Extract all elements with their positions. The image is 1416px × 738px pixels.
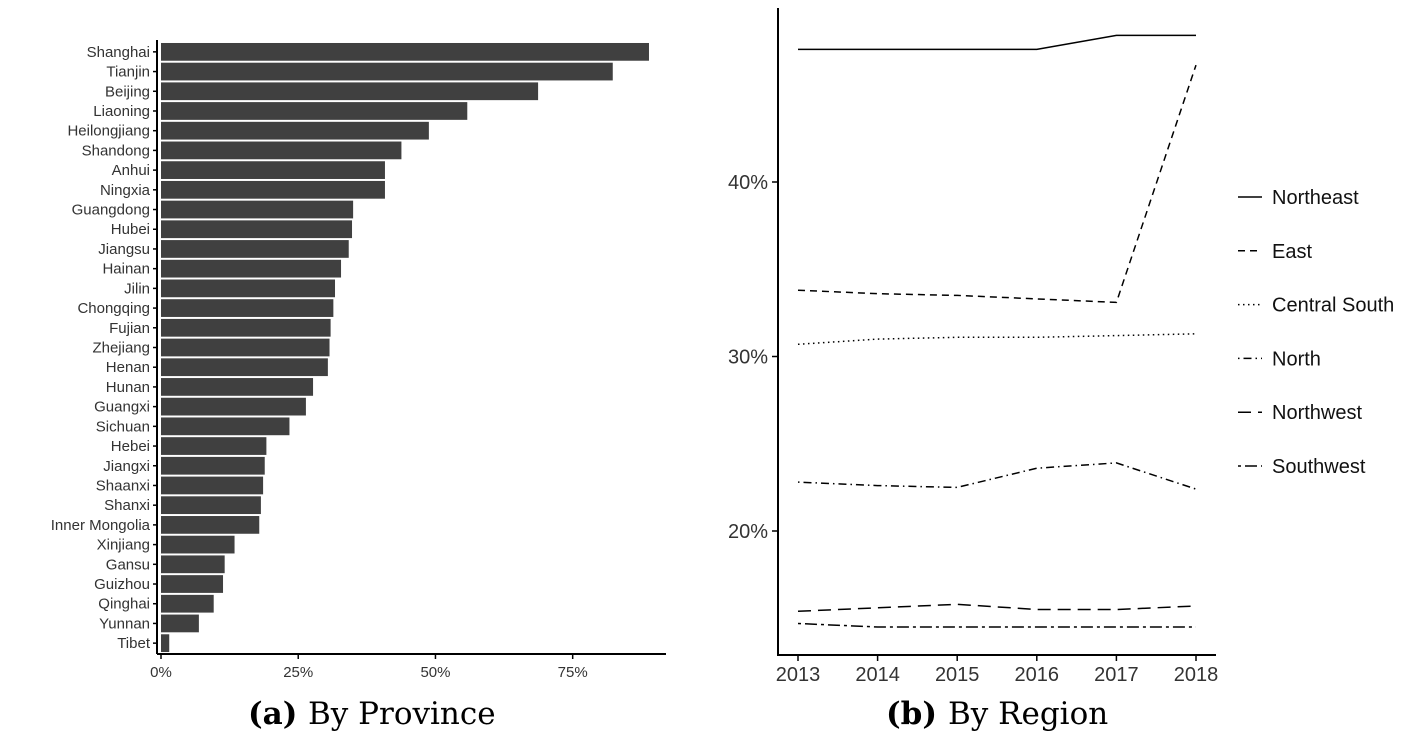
legend-label: Northwest [1272,402,1362,424]
y-tick-label: Beijing [105,83,150,100]
bar-anhui [161,161,385,179]
y-tick-label: Hubei [111,221,150,238]
y-tick-label: 40% [728,172,768,194]
bar-guangdong [161,200,354,219]
x-tick-label: 2016 [1015,664,1060,686]
series-line-east [797,64,1197,304]
y-tick-label: Ningxia [100,182,151,199]
bar-tibet [161,634,170,653]
bar-sichuan [161,417,290,436]
y-tick-label: Liaoning [93,103,150,120]
legend-label: North [1272,348,1321,370]
y-tick-label: Chongqing [77,300,150,317]
y-tick-label: Henan [106,359,150,376]
legend-label: Southwest [1272,456,1366,478]
bar-hunan [161,378,314,396]
bar-guizhou [161,575,224,593]
y-tick-label: Jiangxi [103,458,150,475]
y-tick-label: Tianjin [106,64,150,81]
bar-zhejiang [161,338,330,357]
y-tick-label: Gansu [106,556,150,573]
x-tick-label: 2013 [776,664,821,686]
bar-jilin [161,279,336,298]
y-tick-label: Fujian [109,320,150,337]
x-tick-label: 0% [150,664,172,681]
y-tick-label: Shanghai [87,44,150,61]
legend-label: Northeast [1272,187,1359,209]
caption-b-tag: (b) [886,696,937,732]
bar-shanxi [161,496,261,515]
y-tick-label: Hebei [111,438,150,455]
y-tick-label: 20% [728,521,768,543]
bar-shanghai [161,42,649,61]
y-tick-label: Guangxi [94,399,150,416]
series-line-northwest [797,603,1197,613]
region-line-chart: Northeast East Central South North Northwest… [728,8,1394,686]
y-tick-label: Anhui [112,162,150,179]
bar-yunnan [161,614,199,633]
bar-heilongjiang [161,121,429,140]
y-tick-label: Inner Mongolia [51,517,151,534]
y-tick-label: Xinjiang [97,537,150,554]
bar-hubei [161,220,353,239]
y-tick-label: Shandong [82,142,150,159]
bar-jiangxi [161,456,265,475]
x-tick-label: 25% [283,664,313,681]
bar-beijing [161,82,539,101]
y-tick-label: Hainan [102,261,150,278]
x-tick-label: 75% [558,664,588,681]
y-tick-label: Sichuan [96,418,150,435]
x-tick-label: 50% [420,664,450,681]
y-tick-label: Shaanxi [96,477,150,494]
y-tick-label: 30% [728,347,768,369]
bar-shandong [161,141,402,160]
series-line-southwest [797,622,1196,628]
bar-ningxia [161,180,385,199]
caption-b-text: By Region [948,696,1108,732]
legend-label: Central South [1272,295,1394,317]
caption-a-tag: (a) [248,696,297,732]
y-tick-label: Shanxi [104,497,150,514]
caption-a-text: By Province [308,696,496,732]
bar-gansu [161,555,225,574]
bar-shaanxi [161,476,264,495]
y-tick-label: Guizhou [94,576,150,593]
x-tick-label: 2014 [855,664,900,686]
bar-henan [161,358,328,377]
bar-hebei [161,437,267,455]
y-tick-label: Jiangsu [98,241,150,258]
y-tick-label: Zhejiang [92,340,150,357]
y-tick-label: Jilin [124,280,150,297]
series-line-north [797,462,1197,490]
province-bar-chart: Shanghai Tianjin Beijing Liaoning Heilongjia… [51,40,666,681]
bar-inner-mongolia [161,516,260,534]
x-tick-label: 2015 [935,664,980,686]
series-line-northeast [798,34,1196,51]
bar-tianjin [161,62,613,81]
bar-qinghai [161,594,214,613]
bar-liaoning [161,102,468,120]
legend-label: East [1272,241,1312,263]
x-tick-label: 2017 [1094,664,1139,686]
bar-hainan [161,259,342,278]
bar-guangxi [161,397,306,416]
y-tick-label: Hunan [106,379,150,396]
y-tick-label: Qinghai [98,596,150,613]
y-tick-label: Heilongjiang [67,123,150,140]
bar-jiangsu [161,240,349,258]
x-tick-label: 2018 [1174,664,1219,686]
series-line-central-south [797,333,1197,346]
bar-fujian [161,318,331,337]
y-tick-label: Tibet [117,635,151,652]
bar-xinjiang [161,535,235,554]
bar-chongqing [161,299,334,317]
y-tick-label: Yunnan [99,615,150,632]
y-tick-label: Guangdong [72,202,150,219]
